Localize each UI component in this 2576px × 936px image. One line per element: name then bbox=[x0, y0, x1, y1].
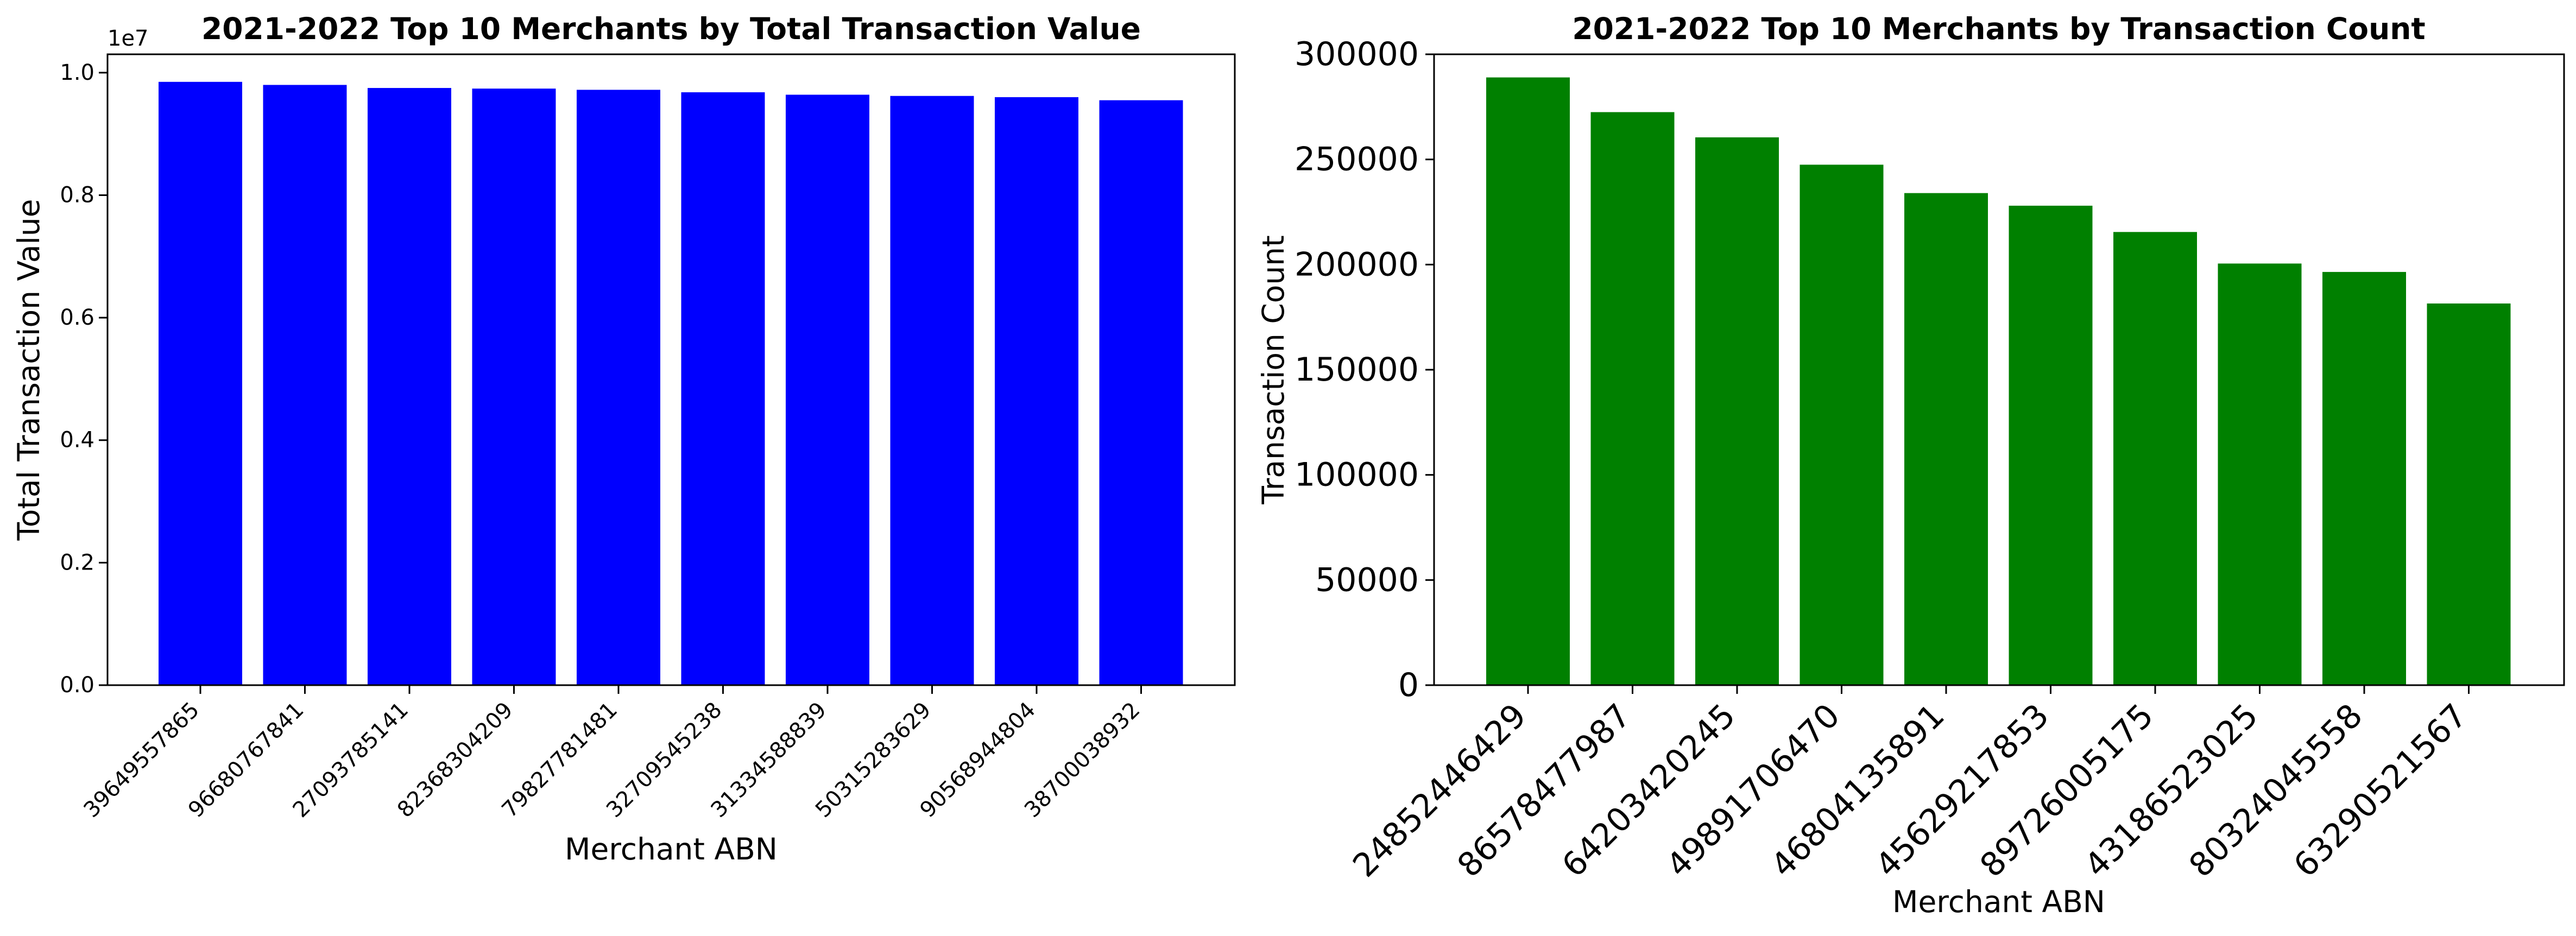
bar-38700038932 bbox=[1099, 100, 1183, 685]
left-x-axis-label: Merchant ABN bbox=[565, 832, 778, 867]
right-bars bbox=[1486, 77, 2511, 686]
y-tick-label: 0.4 bbox=[60, 428, 94, 453]
y-tick-label: 250000 bbox=[1295, 141, 1419, 179]
bar-96680767841 bbox=[263, 85, 347, 686]
bar-46804135891 bbox=[1904, 193, 1988, 685]
right-x-ticks: 2485244642986578477987642034202454989170… bbox=[1346, 685, 2474, 885]
bar-49891706470 bbox=[1800, 165, 1884, 686]
left-y-axis-label: Total Transaction Value bbox=[11, 199, 46, 541]
left-plot-frame bbox=[106, 53, 1236, 686]
y-tick-label: 0.2 bbox=[60, 550, 94, 575]
left-y-ticks: 0.0 0.2 0.4 0.6 0.8 1.0 bbox=[60, 60, 108, 698]
left-y-offset-label: 1e7 bbox=[108, 26, 149, 51]
bar-39649557865 bbox=[159, 81, 242, 686]
left-bars bbox=[159, 81, 1183, 686]
bar-43186523025 bbox=[2218, 263, 2302, 685]
y-tick-label: 50000 bbox=[1315, 561, 1419, 599]
bar-82368304209 bbox=[472, 88, 556, 685]
bar-32709545238 bbox=[681, 92, 765, 685]
left-chart-title: 2021-2022 Top 10 Merchants by Total Tran… bbox=[201, 11, 1141, 46]
left-x-ticks: 3964955786596680767841270937851418236830… bbox=[79, 685, 1145, 823]
bar-27093785141 bbox=[368, 88, 451, 685]
y-tick-label: 150000 bbox=[1295, 351, 1419, 389]
y-tick-label: 0.0 bbox=[60, 673, 94, 698]
x-tick-label: 24852446429 bbox=[1346, 697, 1533, 884]
y-tick-label: 0.6 bbox=[60, 305, 94, 330]
right-y-axis-label: Transaction Count bbox=[1256, 235, 1291, 504]
bar-90568944804 bbox=[995, 97, 1078, 686]
y-tick-label: 1.0 bbox=[60, 60, 94, 85]
bar-24852446429 bbox=[1486, 77, 1570, 685]
bar-89726005175 bbox=[2113, 232, 2197, 686]
y-tick-label: 0 bbox=[1398, 666, 1419, 704]
y-tick-label: 100000 bbox=[1295, 456, 1419, 494]
bar-31334588839 bbox=[786, 94, 869, 685]
bar-80324045558 bbox=[2322, 271, 2406, 685]
bar-50315283629 bbox=[890, 96, 974, 685]
bar-45629217853 bbox=[2009, 205, 2093, 685]
right-chart: 2021-2022 Top 10 Merchants by Transactio… bbox=[1256, 11, 2565, 919]
right-chart-title: 2021-2022 Top 10 Merchants by Transactio… bbox=[1572, 11, 2425, 46]
y-tick-label: 300000 bbox=[1295, 35, 1419, 73]
bar-79827781481 bbox=[577, 90, 660, 686]
bar-63290521567 bbox=[2427, 303, 2511, 685]
bar-64203420245 bbox=[1695, 137, 1779, 685]
right-y-ticks: 0 50000 100000 150000 200000 250000 300000 bbox=[1295, 35, 1434, 704]
left-chart: 2021-2022 Top 10 Merchants by Total Tran… bbox=[11, 11, 1236, 867]
y-tick-label: 200000 bbox=[1295, 245, 1419, 283]
y-tick-label: 0.8 bbox=[60, 182, 94, 207]
bar-86578477987 bbox=[1590, 112, 1675, 686]
right-x-axis-label: Merchant ABN bbox=[1892, 884, 2105, 919]
